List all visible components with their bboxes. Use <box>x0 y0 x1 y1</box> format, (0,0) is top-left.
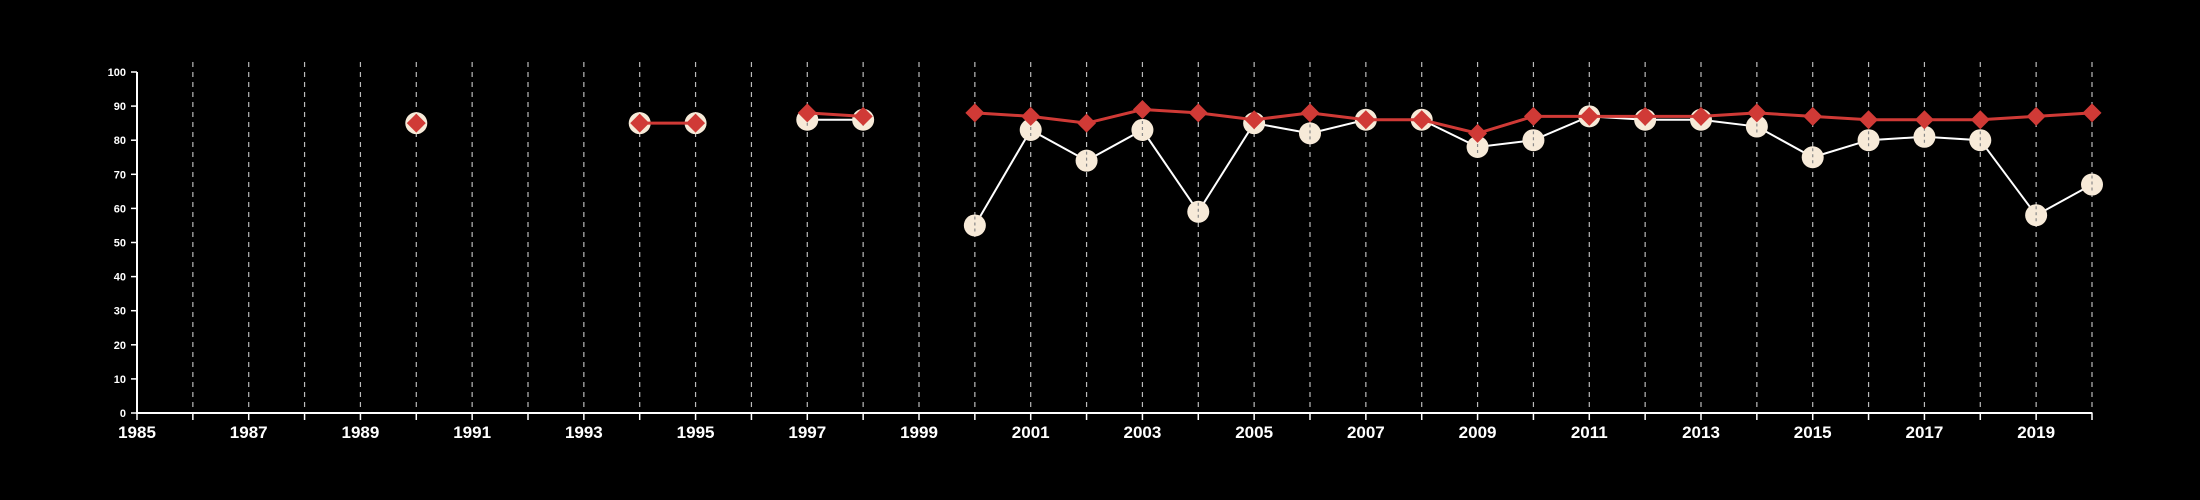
x-tick-label-1991: 1991 <box>453 423 491 442</box>
series-2-line-2 <box>807 111 864 118</box>
series-2-point-1990 <box>406 113 426 133</box>
y-tick-label-10: 10 <box>114 374 126 386</box>
series-2-point-2018 <box>1970 110 1990 130</box>
series-2-point-2009 <box>1468 123 1488 143</box>
x-tick-label-2011: 2011 <box>1571 423 1608 442</box>
x-tick-label-2009: 2009 <box>1459 423 1497 442</box>
series-2-point-2019 <box>2026 106 2046 126</box>
x-tick-label-2007: 2007 <box>1347 423 1385 442</box>
series-2-point-1994 <box>630 113 650 133</box>
series-2-point-1997 <box>797 103 817 123</box>
y-tick-label-20: 20 <box>114 340 126 352</box>
x-tick-label-2013: 2013 <box>1682 423 1720 442</box>
series-2-point-2005 <box>1244 110 1264 130</box>
series-2-point-2020 <box>2082 103 2102 123</box>
series-2-point-2008 <box>1412 110 1432 130</box>
gridlines <box>192 62 2093 413</box>
y-tick-label-40: 40 <box>114 272 126 284</box>
y-tick-label-70: 70 <box>114 169 126 181</box>
x-tick-label-2005: 2005 <box>1235 423 1273 442</box>
y-tick-label-0: 0 <box>120 408 126 420</box>
y-tick-label-50: 50 <box>114 238 126 250</box>
series-2-point-1995 <box>686 113 706 133</box>
series-2-point-2013 <box>1691 106 1711 126</box>
series-2-point-2004 <box>1188 103 1208 123</box>
x-tick-label-1985: 1985 <box>118 423 156 442</box>
series-2-point-2011 <box>1579 106 1599 126</box>
series-2-point-2002 <box>1077 113 1097 133</box>
x-tick-label-2001: 2001 <box>1012 423 1050 442</box>
axes: 0 10 20 30 40 50 60 70 80 90 100 1985 1987 1989 1991 19… <box>108 67 2093 442</box>
y-tick-label-100: 100 <box>108 67 126 79</box>
series-2-point-2000 <box>965 103 985 123</box>
series <box>405 100 2103 237</box>
series-2-point-2001 <box>1021 106 1041 126</box>
x-tick-label-1997: 1997 <box>788 423 826 442</box>
series-2-point-2014 <box>1747 103 1767 123</box>
series-2-point-1998 <box>853 106 873 126</box>
y-tick-label-80: 80 <box>114 135 126 147</box>
x-tick-label-1989: 1989 <box>342 423 380 442</box>
series-2-point-2015 <box>1803 106 1823 126</box>
x-tick-label-2015: 2015 <box>1794 423 1832 442</box>
y-tick-label-90: 90 <box>114 101 126 113</box>
y-tick-label-30: 30 <box>114 306 126 318</box>
x-tick-label-2019: 2019 <box>2017 423 2055 442</box>
x-tick-label-1999: 1999 <box>900 423 938 442</box>
y-tick-label-60: 60 <box>114 203 126 215</box>
series-2-point-2010 <box>1523 106 1543 126</box>
series-2-point-2006 <box>1300 103 1320 123</box>
x-tick-label-2003: 2003 <box>1124 423 1162 442</box>
x-tick-label-1995: 1995 <box>677 423 715 442</box>
series-2-point-2012 <box>1635 106 1655 126</box>
series-2-point-2003 <box>1132 100 1152 120</box>
x-tick-label-2017: 2017 <box>1906 423 1944 442</box>
series-2-point-2007 <box>1356 110 1376 130</box>
series-2-point-2017 <box>1914 110 1934 130</box>
x-tick-label-1987: 1987 <box>230 423 268 442</box>
series-2-point-2016 <box>1859 110 1879 130</box>
x-tick-label-1993: 1993 <box>565 423 603 442</box>
